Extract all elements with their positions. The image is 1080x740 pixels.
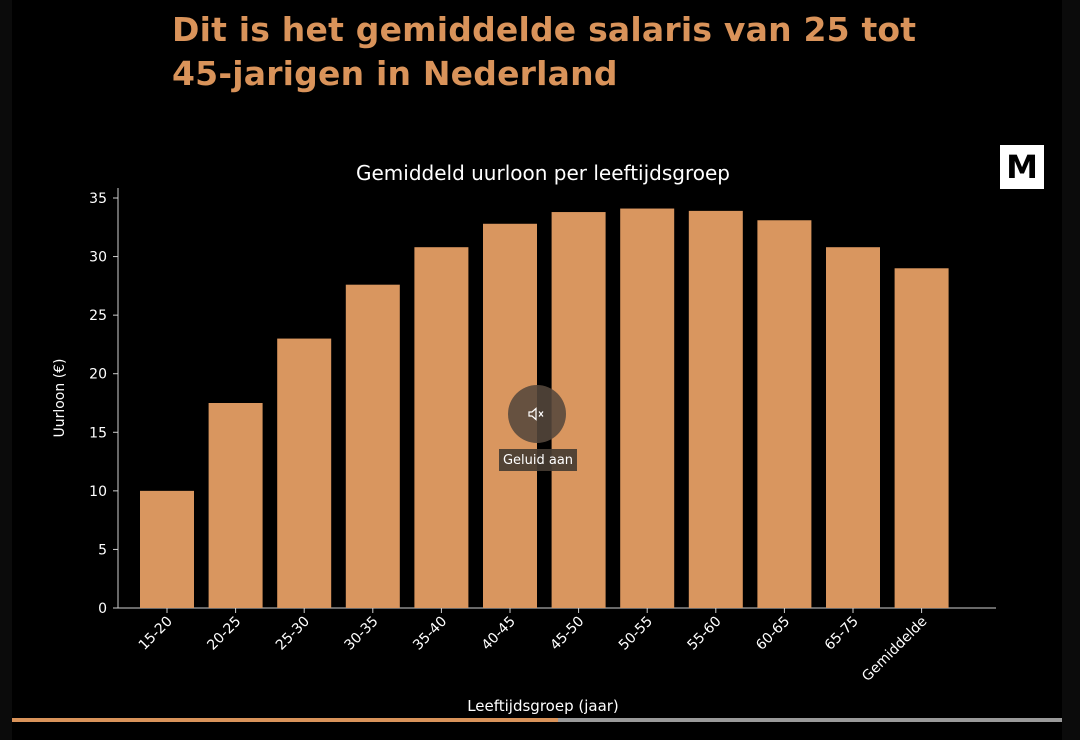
bar-65-75 (826, 247, 880, 608)
y-tick-label: 20 (89, 367, 107, 383)
x-axis-label: Leeftijdsgroep (jaar) (467, 697, 619, 715)
x-tick-label: 30-35 (342, 614, 382, 654)
chart-title: Gemiddeld uurloon per leeftijdsgroep (356, 161, 730, 185)
x-tick-label: 45-50 (547, 614, 587, 654)
y-axis: 0 5 10 15 20 25 30 35 (89, 188, 119, 617)
frame-edge-right (1062, 0, 1080, 740)
x-tick-label: 50-55 (616, 614, 656, 654)
x-tick-label: 15-20 (136, 614, 176, 654)
bar-35-40 (414, 247, 469, 608)
y-tick-label: 5 (98, 542, 107, 558)
y-tick-label: 25 (89, 308, 107, 324)
bar-15-20 (140, 490, 194, 608)
speaker-muted-icon (528, 407, 544, 421)
progress-bar[interactable] (12, 718, 1062, 722)
frame-edge-left (0, 0, 12, 740)
x-tick-label: Gemiddelde (859, 614, 930, 685)
bar-50-55 (620, 208, 675, 609)
bar-60-65 (757, 220, 812, 608)
y-tick-label: 35 (89, 191, 107, 207)
x-tick-label: 25-30 (273, 614, 313, 654)
brand-logo: M (1000, 145, 1044, 189)
y-axis-label: Uurloon (€) (52, 358, 68, 437)
bar-30-35 (345, 284, 400, 608)
y-tick-label: 0 (98, 601, 107, 617)
unmute-tooltip: Geluid aan (499, 449, 577, 471)
bar-chart: Gemiddeld uurloon per leeftijdsgroep Uur… (52, 161, 996, 715)
bar-25-30 (277, 338, 332, 608)
progress-fill (12, 718, 558, 722)
x-tick-label: 60-65 (753, 614, 793, 654)
x-axis: 15-20 20-25 25-30 30-35 35-40 40-45 45-50 50-55… (118, 607, 996, 685)
x-tick-label: 55-60 (685, 614, 725, 654)
x-tick-label: 35-40 (410, 614, 450, 654)
y-tick-label: 30 (89, 250, 107, 266)
bar-gemiddelde (894, 268, 949, 608)
video-player[interactable]: Dit is het gemiddelde salaris van 25 tot… (12, 0, 1062, 722)
y-tick-label: 15 (89, 425, 107, 441)
unmute-button[interactable] (508, 385, 566, 443)
x-tick-label: 20-25 (204, 614, 244, 654)
y-tick-label: 10 (89, 484, 107, 500)
video-headline: Dit is het gemiddelde salaris van 25 tot… (172, 10, 917, 93)
bar-55-60 (688, 210, 743, 608)
x-tick-label: 65-75 (822, 614, 862, 654)
bar-20-25 (208, 403, 263, 608)
x-tick-label: 40-45 (479, 614, 519, 654)
